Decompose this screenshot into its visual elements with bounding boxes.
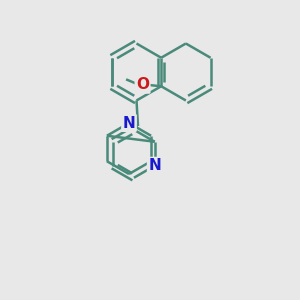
Text: N: N — [123, 116, 135, 130]
Text: N: N — [148, 158, 161, 173]
Text: O: O — [136, 77, 149, 92]
